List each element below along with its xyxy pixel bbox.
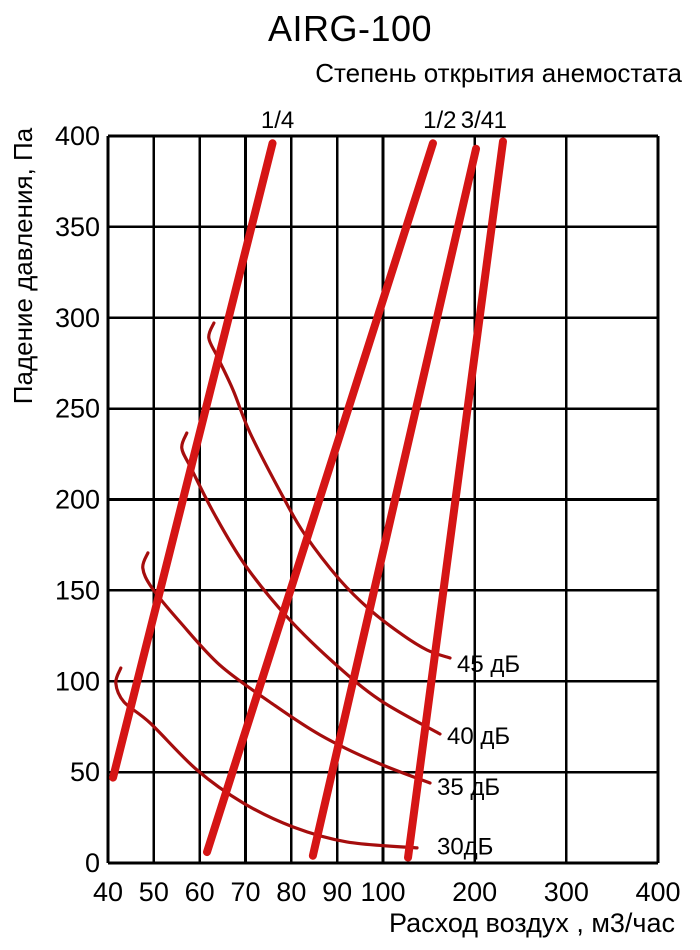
noise-curve [180, 431, 442, 736]
noise-curve [114, 666, 419, 850]
x-tick-label: 90 [322, 877, 352, 907]
opening-label: 1 [494, 107, 507, 134]
y-tick-label: 0 [85, 848, 100, 878]
y-tick-label: 100 [55, 666, 100, 696]
noise-curve [141, 551, 432, 785]
noise-label: 35 дБ [437, 774, 500, 801]
x-tick-label: 400 [635, 877, 680, 907]
chart-subtitle: Степень открытия анемостата [315, 58, 682, 88]
noise-label: 45 дБ [457, 651, 520, 678]
opening-line [404, 137, 507, 862]
x-axis-title: Расход воздух , м3/час [389, 908, 675, 938]
x-tick-label: 200 [452, 877, 497, 907]
opening-label: 1/2 [423, 107, 456, 134]
x-tick-label: 70 [230, 877, 260, 907]
y-tick-label: 350 [55, 212, 100, 242]
noise-label: 30дБ [437, 833, 493, 860]
opening-line [308, 144, 481, 860]
opening-line [203, 139, 437, 857]
y-tick-label: 150 [55, 575, 100, 605]
opening-label: 1/4 [261, 107, 294, 134]
x-tick-label: 60 [185, 877, 215, 907]
x-tick-label: 100 [360, 877, 405, 907]
opening-label: 3/4 [461, 107, 494, 134]
noise-label: 40 дБ [447, 723, 510, 750]
chart-title: AIRG-100 [267, 8, 433, 49]
x-tick-label: 300 [544, 877, 589, 907]
y-tick-label: 250 [55, 394, 100, 424]
opening-line [109, 139, 277, 782]
y-tick-label: 200 [55, 485, 100, 515]
y-tick-label: 400 [55, 121, 100, 151]
x-tick-label: 50 [139, 877, 169, 907]
y-tick-label: 300 [55, 303, 100, 333]
x-tick-label: 80 [276, 877, 306, 907]
x-tick-label: 40 [93, 877, 123, 907]
y-tick-label: 50 [70, 757, 100, 787]
